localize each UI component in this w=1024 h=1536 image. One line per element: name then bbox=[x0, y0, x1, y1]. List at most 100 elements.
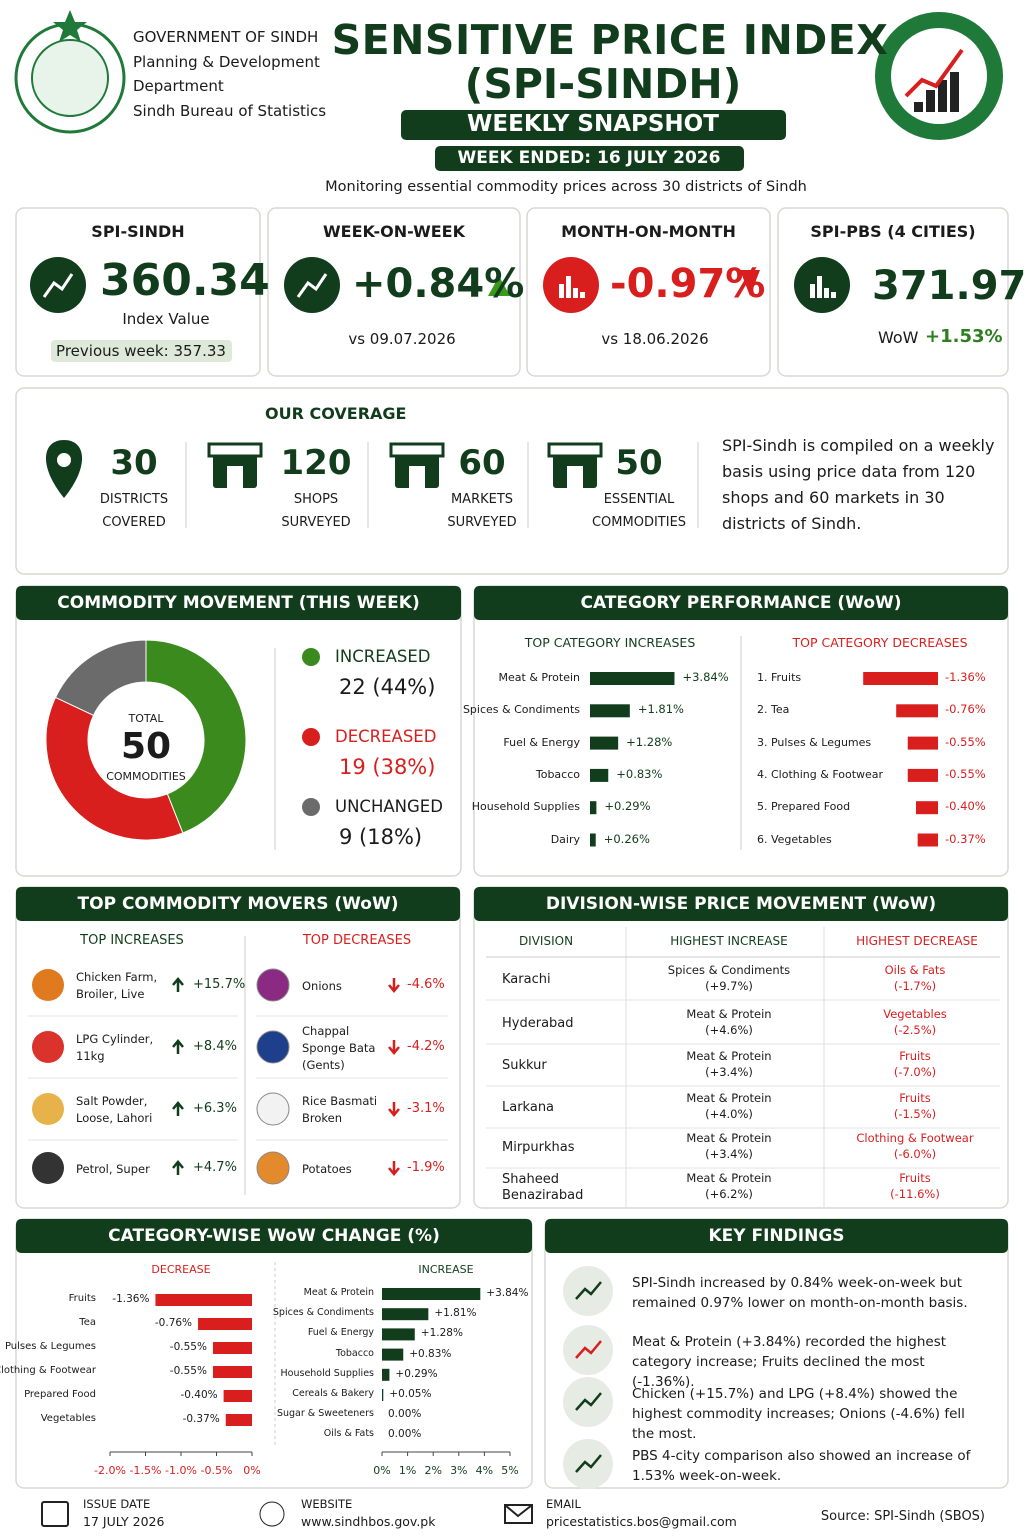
pin-icon bbox=[45, 440, 83, 498]
sub-title: INCREASE bbox=[418, 1263, 474, 1276]
decrease-name: Fruits bbox=[899, 1091, 931, 1105]
finding-text: Chicken (+15.7%) and LPG (+8.4%) showed … bbox=[632, 1386, 965, 1442]
logo bbox=[904, 48, 964, 98]
category-name: 2. Tea bbox=[757, 703, 790, 717]
value-label: -0.55% bbox=[945, 734, 986, 749]
down-arrow bbox=[740, 270, 760, 296]
down-arrow bbox=[388, 1040, 400, 1055]
commodity-icon bbox=[32, 1152, 64, 1184]
finding-icon bbox=[575, 1281, 602, 1300]
legend-count: 9 (18%) bbox=[339, 825, 423, 849]
commodity-icon bbox=[32, 1093, 64, 1125]
sub-title: TOP CATEGORY INCREASES bbox=[524, 635, 696, 650]
coverage-value: 60 bbox=[458, 443, 506, 483]
commodity-name: Petrol, Super bbox=[76, 1161, 150, 1176]
logo bbox=[53, 10, 87, 42]
kpi-icon bbox=[296, 273, 328, 298]
section-header bbox=[16, 887, 460, 921]
tagline: Monitoring essential commodity prices ac… bbox=[325, 179, 807, 195]
kpi-value: 371.97 bbox=[872, 263, 1024, 309]
kpi-icon bbox=[573, 288, 578, 298]
coverage-panel bbox=[15, 387, 1009, 575]
up-arrow bbox=[172, 1039, 184, 1054]
icon bbox=[57, 453, 71, 467]
tick-label: 0% bbox=[243, 1464, 261, 1477]
tick-label: 4% bbox=[475, 1464, 494, 1477]
commodity-icon bbox=[256, 1030, 290, 1064]
decrease-name: Oils & Fats bbox=[884, 963, 946, 977]
increase-name: Meat & Protein bbox=[686, 1171, 772, 1185]
legend-label: DECREASED bbox=[335, 727, 437, 746]
donut-segment bbox=[145, 639, 247, 834]
category-name: Tobacco bbox=[335, 1347, 374, 1359]
value-label: +0.83% bbox=[616, 766, 663, 781]
coverage-label: COMMODITIES bbox=[591, 515, 687, 530]
globe-icon bbox=[259, 1501, 285, 1527]
category-name: Fruits bbox=[68, 1293, 96, 1304]
kpi-title: SPI-PBS (4 CITIES) bbox=[810, 222, 976, 241]
category-name: Spices & Condiments bbox=[462, 703, 580, 717]
logo bbox=[938, 80, 947, 112]
category-name: 5. Prepared Food bbox=[757, 800, 851, 814]
value-label: +0.83% bbox=[409, 1347, 452, 1360]
footer-label: WEBSITE bbox=[301, 1497, 353, 1511]
legend-dot bbox=[302, 728, 320, 746]
category-name: Household Supplies bbox=[471, 800, 580, 814]
finding-icon bbox=[575, 1392, 602, 1411]
category-name: Tea bbox=[79, 1317, 96, 1328]
value-label: +1.81% bbox=[434, 1307, 477, 1320]
logo bbox=[926, 90, 935, 112]
value-label: -0.40% bbox=[180, 1389, 218, 1401]
category-name: Cereals & Bakery bbox=[292, 1388, 374, 1399]
title: (SPI-SINDH) bbox=[464, 60, 742, 108]
finding-icon bbox=[575, 1340, 602, 1359]
value-label: 0.00% bbox=[388, 1408, 422, 1421]
kpi-title: WEEK-ON-WEEK bbox=[323, 222, 465, 241]
kpi-caption: WoW bbox=[878, 328, 919, 347]
increase-name: Meat & Protein bbox=[686, 1007, 772, 1021]
value-label: +0.29% bbox=[395, 1367, 438, 1380]
down-arrow bbox=[388, 978, 400, 993]
increase-value: (+4.6%) bbox=[705, 1023, 753, 1037]
footer-value: www.sindhbos.gov.pk bbox=[301, 1514, 436, 1529]
value-label: +3.84% bbox=[486, 1287, 529, 1299]
decrease-value: (-11.6%) bbox=[890, 1187, 940, 1201]
mover-value: +15.7% bbox=[193, 977, 246, 992]
decrease-value: (-1.5%) bbox=[893, 1107, 937, 1121]
category-name: Household Supplies bbox=[280, 1367, 374, 1379]
kpi-icon bbox=[817, 276, 822, 298]
kpi-card bbox=[15, 207, 261, 377]
category-name: 3. Pulses & Legumes bbox=[757, 735, 872, 749]
coverage-icon bbox=[409, 466, 425, 488]
tick-label: -1.5% bbox=[129, 1464, 162, 1477]
bar bbox=[382, 1389, 384, 1401]
sub-title: TOP CATEGORY DECREASES bbox=[792, 635, 968, 650]
commodity-icon bbox=[256, 1151, 290, 1185]
legend-dot bbox=[302, 798, 320, 816]
value-label: -0.40% bbox=[945, 799, 986, 814]
section-title: KEY FINDINGS bbox=[708, 1226, 845, 1246]
bar bbox=[155, 1294, 252, 1306]
coverage-label: DISTRICTS bbox=[99, 492, 169, 507]
tick-label: -2.0% bbox=[94, 1464, 126, 1477]
commodity-name: Rice Basmati Broken bbox=[302, 1094, 378, 1125]
tick-label: -1.0% bbox=[165, 1464, 197, 1477]
decrease-value: (-1.7%) bbox=[893, 979, 937, 993]
kpi-value: -0.97% bbox=[610, 261, 766, 307]
bar bbox=[907, 736, 938, 750]
kpi-card bbox=[526, 207, 771, 377]
finding-text: SPI-Sindh increased by 0.84% week-on-wee… bbox=[632, 1275, 968, 1311]
increase-name: Meat & Protein bbox=[686, 1131, 772, 1145]
value-label: -0.37% bbox=[182, 1413, 220, 1425]
division-name: Karachi bbox=[502, 972, 551, 987]
division-name: Mirpurkhas bbox=[502, 1140, 575, 1155]
coverage-value: 120 bbox=[280, 443, 352, 483]
category-name: 6. Vegetables bbox=[757, 832, 832, 846]
bar bbox=[212, 1342, 252, 1354]
commodity-name: LPG Cylinder, 11kg bbox=[76, 1032, 154, 1063]
kpi-icon bbox=[42, 273, 74, 298]
section-header bbox=[474, 887, 1008, 921]
coverage-label: SURVEYED bbox=[447, 515, 517, 530]
category-name: Fuel & Energy bbox=[503, 735, 580, 749]
commodity-icon bbox=[256, 968, 290, 1002]
